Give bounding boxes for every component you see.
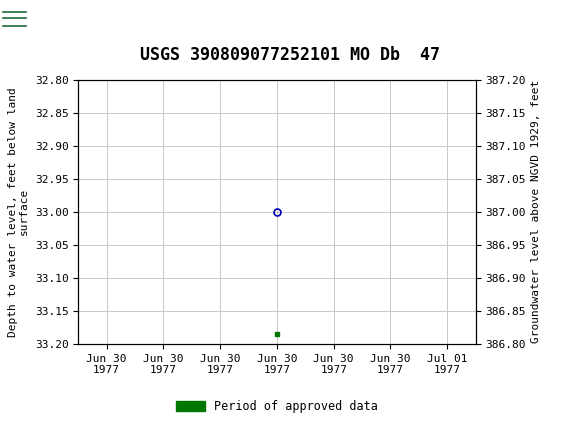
Text: USGS: USGS xyxy=(30,11,85,29)
Y-axis label: Groundwater level above NGVD 1929, feet: Groundwater level above NGVD 1929, feet xyxy=(531,80,541,344)
Bar xyxy=(3,3,55,37)
Y-axis label: Depth to water level, feet below land
surface: Depth to water level, feet below land su… xyxy=(8,87,29,337)
Text: USGS 390809077252101 MO Db  47: USGS 390809077252101 MO Db 47 xyxy=(140,46,440,64)
Legend: Period of approved data: Period of approved data xyxy=(171,395,383,418)
